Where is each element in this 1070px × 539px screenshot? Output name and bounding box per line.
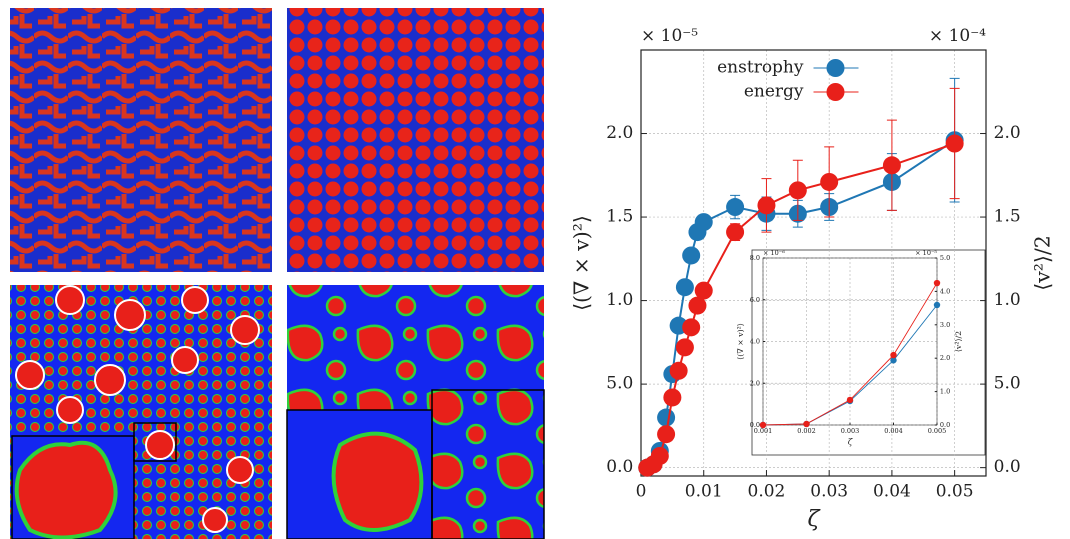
y2-tick-label: 1.5 xyxy=(994,207,1021,227)
x-tick-label: 0.03 xyxy=(810,482,848,502)
y-tick-label: 1.5 xyxy=(606,207,633,227)
legend-marker xyxy=(826,83,845,101)
y-tick-label: 8.0 xyxy=(750,254,760,262)
data-point xyxy=(675,278,694,297)
y2-tick-label: 0.0 xyxy=(994,457,1021,477)
y-tick-label: 1.0 xyxy=(606,290,633,310)
data-point xyxy=(945,134,964,153)
zoom-blob xyxy=(14,440,118,539)
y2-tick-label: 5.0 xyxy=(940,254,950,262)
simulation-panels xyxy=(10,8,545,539)
y2-axis-label: ⟨v²⟩/2 xyxy=(1030,235,1054,290)
y-axis-label: ⟨(∇ × v)²⟩ xyxy=(736,323,745,360)
legend-label: enstrophy xyxy=(717,58,804,78)
data-point xyxy=(663,388,682,407)
y-tick-label: 2.0 xyxy=(750,379,760,387)
y-tick-label: 0.0 xyxy=(750,421,760,429)
y2-tick-label: 3.0 xyxy=(940,321,950,329)
y-multiplier: × 10⁻⁵ xyxy=(641,26,698,46)
y2-tick-label: 1.0 xyxy=(994,290,1021,310)
data-point xyxy=(757,196,776,215)
y2-tick-label: 1.0 xyxy=(940,388,950,396)
series-line xyxy=(646,142,955,469)
y2-multiplier: × 10⁻⁵ xyxy=(915,249,937,257)
y2-tick-label: 5.0 xyxy=(994,374,1021,394)
data-point xyxy=(694,213,713,232)
y-tick-label: 0.0 xyxy=(606,457,633,477)
data-point xyxy=(933,301,941,309)
x-axis-label: ζ xyxy=(848,436,853,446)
y2-tick-label: 2.0 xyxy=(994,123,1021,143)
y-axis-label: ⟨(∇ × v)²⟩ xyxy=(570,215,594,311)
y-tick-label: 4.0 xyxy=(750,338,760,346)
x-tick-label: 0.04 xyxy=(873,482,911,502)
data-point xyxy=(682,246,701,265)
x-tick-label: 0.003 xyxy=(841,427,860,435)
zoom-frame xyxy=(133,422,177,462)
data-point xyxy=(759,421,767,429)
legend-label: energy xyxy=(744,82,804,102)
data-point xyxy=(694,281,713,300)
data-point xyxy=(882,156,901,175)
plot-frame xyxy=(640,49,987,477)
y-tick-label: 6.0 xyxy=(750,296,760,304)
plot-frame xyxy=(762,257,938,426)
y2-tick-label: 0.0 xyxy=(940,421,950,429)
data-point xyxy=(803,420,810,428)
data-point xyxy=(688,296,707,315)
x-tick-label: 0 xyxy=(636,482,647,502)
x-tick-label: 0.002 xyxy=(797,427,816,435)
labyrinth-panel xyxy=(10,8,272,272)
x-axis-label: ζ xyxy=(808,506,822,532)
zoom-blob xyxy=(331,431,424,532)
x-tick-label: 0.004 xyxy=(884,427,903,435)
y2-tick-label: 2.0 xyxy=(940,354,950,362)
x-tick-label: 0.01 xyxy=(685,482,723,502)
x-tick-label: 0.005 xyxy=(928,427,947,435)
y-multiplier: × 10⁻⁶ xyxy=(763,249,785,257)
data-point xyxy=(846,396,854,404)
legend-marker xyxy=(826,59,845,77)
zoom-frame xyxy=(431,389,545,539)
y-tick-label: 5.0 xyxy=(606,374,633,394)
y-tick-label: 2.0 xyxy=(606,123,633,143)
y2-multiplier: × 10⁻⁴ xyxy=(929,26,986,46)
data-point xyxy=(788,181,807,200)
data-point xyxy=(890,357,897,364)
data-point xyxy=(726,198,745,217)
x-tick-label: 0.02 xyxy=(748,482,786,502)
x-tick-label: 0.001 xyxy=(754,427,773,435)
x-tick-label: 0.05 xyxy=(936,482,974,502)
data-point xyxy=(682,318,701,337)
inset-background xyxy=(751,249,986,456)
data-point xyxy=(820,172,839,191)
cells-panel xyxy=(287,8,544,272)
data-point xyxy=(890,351,897,359)
data-point xyxy=(657,408,676,427)
y2-axis-label: ⟨v²⟩/2 xyxy=(954,331,963,352)
y2-tick-label: 4.0 xyxy=(940,287,950,295)
data-point xyxy=(669,361,688,380)
vortices xyxy=(15,285,260,533)
data-point xyxy=(650,446,669,465)
data-point xyxy=(657,425,676,444)
data-point xyxy=(726,223,745,242)
data-point xyxy=(675,338,694,357)
data-point xyxy=(933,279,941,287)
